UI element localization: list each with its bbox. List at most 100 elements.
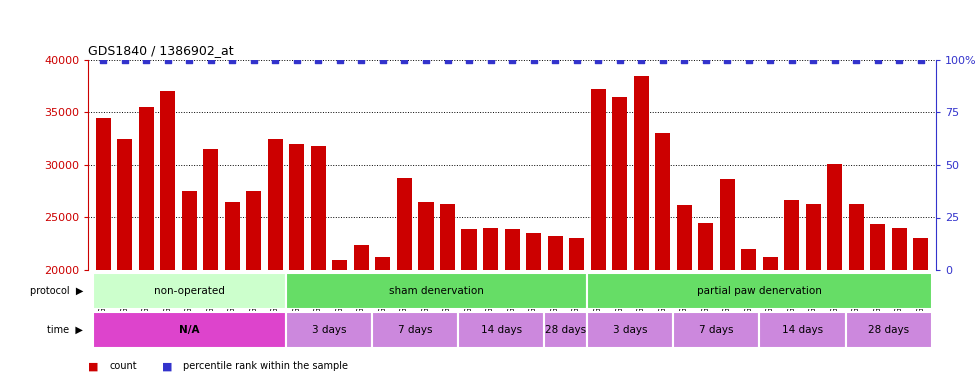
Bar [246,191,262,375]
Text: 28 days: 28 days [545,325,586,335]
Bar [203,149,219,375]
Point [892,57,907,63]
Bar [459,312,544,348]
Point [633,57,649,63]
Point [762,57,778,63]
Point [806,57,821,63]
Point [397,57,413,63]
Bar [676,205,692,375]
Point [289,57,305,63]
Bar [462,229,476,375]
Bar [182,191,197,375]
Bar [913,238,928,375]
Text: 14 days: 14 days [481,325,522,335]
Bar [286,312,372,348]
Bar [762,257,778,375]
Point [332,57,348,63]
Point [698,57,713,63]
Bar [784,200,800,375]
Bar [673,312,760,348]
Bar [96,118,111,375]
Text: sham denervation: sham denervation [389,286,484,296]
Text: partial paw denervation: partial paw denervation [697,286,822,296]
Point [612,57,627,63]
Point [440,57,456,63]
Point [418,57,434,63]
Bar [741,249,757,375]
Bar [587,273,932,309]
Bar [526,233,541,375]
Bar [612,97,627,375]
Bar [354,245,369,375]
Bar [92,273,286,309]
Point [268,57,283,63]
Point [138,57,154,63]
Bar [591,89,606,375]
Text: percentile rank within the sample: percentile rank within the sample [183,361,348,371]
Point [525,57,541,63]
Bar [587,312,673,348]
Point [246,57,262,63]
Text: 3 days: 3 days [312,325,346,335]
Bar [548,236,563,375]
Bar [92,312,286,348]
Point [741,57,757,63]
Bar [505,229,519,375]
Text: ■: ■ [88,361,99,371]
Text: 3 days: 3 days [613,325,648,335]
Text: 7 days: 7 days [699,325,734,335]
Bar [118,139,132,375]
Bar [870,224,885,375]
Bar [372,312,459,348]
Point [117,57,132,63]
Bar [544,312,587,348]
Bar [846,312,932,348]
Bar [268,139,283,375]
Text: ■: ■ [162,361,172,371]
Point [311,57,326,63]
Bar [806,204,821,375]
Point [719,57,735,63]
Point [160,57,175,63]
Point [354,57,369,63]
Bar [892,228,907,375]
Bar [440,204,455,375]
Bar [655,134,670,375]
Point [870,57,886,63]
Point [224,57,240,63]
Bar [375,257,390,375]
Bar [397,178,412,375]
Text: non-operated: non-operated [154,286,224,296]
Bar [827,164,842,375]
Bar [569,238,584,375]
Point [504,57,519,63]
Point [568,57,584,63]
Text: time  ▶: time ▶ [47,325,83,335]
Text: protocol  ▶: protocol ▶ [30,286,83,296]
Bar [760,312,846,348]
Bar [332,260,348,375]
Point [849,57,864,63]
Text: 7 days: 7 days [398,325,432,335]
Bar [311,146,326,375]
Bar [286,273,587,309]
Bar [634,76,649,375]
Point [375,57,391,63]
Point [590,57,606,63]
Point [203,57,219,63]
Point [483,57,499,63]
Bar [849,204,863,375]
Point [655,57,670,63]
Bar [418,202,433,375]
Bar [483,228,498,375]
Point [181,57,197,63]
Point [784,57,800,63]
Point [913,57,929,63]
Bar [289,144,305,375]
Text: count: count [110,361,137,371]
Text: GDS1840 / 1386902_at: GDS1840 / 1386902_at [88,45,234,57]
Text: 14 days: 14 days [782,325,823,335]
Point [95,57,111,63]
Bar [139,107,154,375]
Bar [224,202,240,375]
